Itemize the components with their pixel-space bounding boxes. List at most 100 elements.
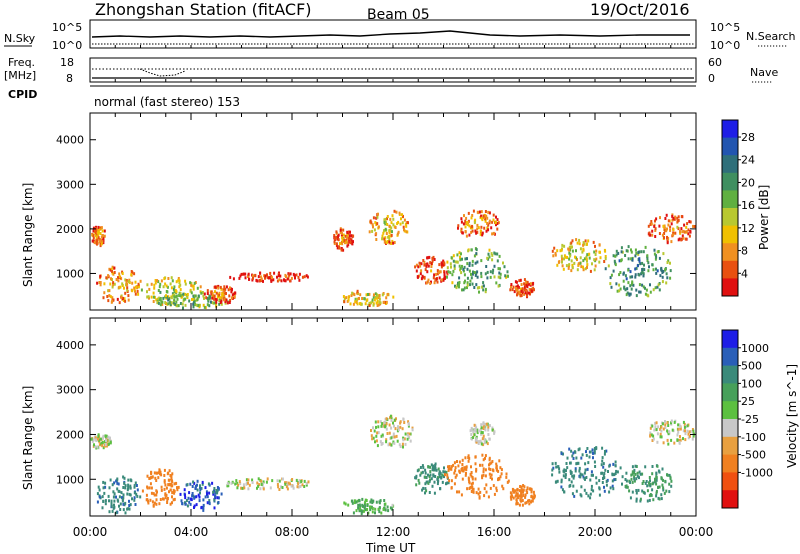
- power-cell: [423, 263, 426, 267]
- power-cell: [419, 272, 422, 276]
- velocity-cell: [475, 426, 478, 430]
- power-cell: [433, 258, 436, 261]
- velocity-cell: [370, 434, 373, 438]
- power-cell: [179, 283, 182, 287]
- velocity-cell: [492, 484, 495, 488]
- power-cell: [466, 276, 469, 280]
- power-cell: [137, 285, 140, 289]
- velocity-cell: [613, 478, 616, 482]
- velocity-cell: [195, 503, 198, 507]
- velocity-cell: [475, 469, 478, 473]
- power-cell: [612, 269, 615, 273]
- power-cell: [118, 272, 121, 276]
- power-cell: [361, 297, 364, 300]
- power-cell: [552, 254, 555, 258]
- velocity-cell: [372, 436, 375, 440]
- power-cell: [561, 257, 563, 261]
- power-cell: [497, 267, 500, 271]
- power-cell: [569, 254, 572, 258]
- velocity-cell: [438, 471, 441, 475]
- velocity-cell: [565, 462, 568, 465]
- velocity-cell: [171, 484, 174, 488]
- power-cell: [499, 272, 502, 276]
- velocity-cell: [468, 480, 471, 484]
- velocity-cell: [170, 482, 173, 486]
- velocity-cell: [677, 423, 680, 427]
- velocity-cell: [578, 447, 581, 451]
- velocity-cell: [212, 492, 215, 496]
- power-cell: [202, 294, 205, 298]
- velocity-colorbar-tick-label: 100: [741, 377, 762, 390]
- power-cell: [223, 294, 225, 298]
- power-cell: [173, 293, 176, 297]
- power-cell: [499, 267, 501, 271]
- power-cell: [627, 245, 630, 249]
- power-cell: [679, 231, 682, 235]
- velocity-cell: [173, 482, 176, 486]
- velocity-cell: [102, 480, 105, 484]
- power-cell: [196, 298, 199, 302]
- power-colorbar-swatch: [722, 120, 738, 139]
- velocity-cell: [105, 434, 108, 438]
- power-cell: [342, 228, 345, 232]
- power-cell: [226, 301, 229, 305]
- power-cell: [491, 220, 494, 224]
- velocity-cell: [153, 501, 156, 505]
- power-cell: [111, 269, 113, 273]
- power-cell: [641, 261, 644, 265]
- power-cell: [558, 260, 561, 264]
- power-cell: [94, 229, 97, 232]
- power-cell: [111, 285, 114, 289]
- power-cell: [147, 295, 150, 299]
- power-cell: [372, 225, 374, 229]
- power-cell: [669, 276, 672, 280]
- velocity-cell: [519, 498, 522, 502]
- velocity-cell: [145, 493, 148, 497]
- power-cell: [518, 290, 521, 294]
- power-cell: [334, 237, 336, 241]
- velocity-cell: [579, 475, 582, 479]
- power-cell: [287, 275, 290, 279]
- power-cell: [182, 292, 185, 296]
- power-cell: [421, 275, 424, 279]
- velocity-cell: [175, 481, 178, 485]
- power-cell: [460, 220, 463, 224]
- velocity-cell: [187, 496, 190, 500]
- power-cell: [101, 234, 104, 238]
- power-cell: [496, 259, 499, 263]
- velocity-cell: [213, 506, 216, 510]
- power-cell: [484, 290, 487, 294]
- power-cell: [564, 255, 567, 259]
- power-cell: [146, 290, 148, 294]
- velocity-cell: [240, 486, 243, 490]
- velocity-cell: [562, 474, 565, 478]
- velocity-cell: [563, 490, 566, 494]
- velocity-cell: [593, 449, 596, 453]
- cpid-text: normal (fast stereo) 153: [94, 95, 240, 109]
- velocity-cell: [170, 475, 173, 479]
- power-cell: [483, 213, 486, 217]
- velocity-cell: [239, 482, 242, 486]
- velocity-cell: [199, 488, 202, 492]
- power-cell: [435, 272, 438, 276]
- power-cell: [461, 257, 463, 261]
- power-cell: [420, 269, 423, 273]
- velocity-cell: [648, 483, 651, 487]
- velocity-cell: [433, 491, 436, 495]
- velocity-cell: [480, 442, 483, 446]
- power-cell: [471, 214, 474, 217]
- velocity-cell: [593, 451, 596, 455]
- velocity-cell: [139, 495, 142, 499]
- velocity-cell: [391, 503, 394, 507]
- power-cell: [482, 214, 485, 218]
- velocity-cell: [591, 448, 594, 452]
- velocity-cell: [100, 437, 102, 441]
- velocity-cell: [116, 481, 119, 485]
- power-cell: [609, 276, 612, 280]
- velocity-cell: [98, 443, 101, 447]
- power-cell: [436, 272, 439, 276]
- velocity-cell: [631, 470, 634, 474]
- power-cell: [288, 273, 291, 277]
- power-cell: [488, 255, 491, 259]
- velocity-cell: [347, 503, 350, 507]
